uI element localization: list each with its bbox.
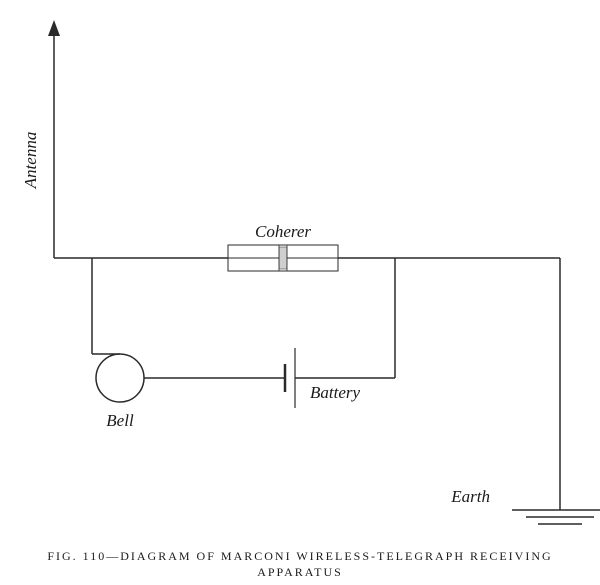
bell-label: Bell [106, 411, 134, 430]
antenna-label: Antenna [21, 132, 40, 190]
bell-symbol [96, 354, 144, 402]
coherer-filings [279, 247, 287, 269]
earth-label: Earth [450, 487, 490, 506]
caption-line-2: APPARATUS [257, 565, 343, 579]
battery-label: Battery [310, 383, 360, 402]
caption-line-1: FIG. 110—DIAGRAM OF MARCONI WIRELESS-TEL… [47, 549, 552, 563]
coherer-label: Coherer [255, 222, 311, 241]
background [0, 0, 600, 585]
